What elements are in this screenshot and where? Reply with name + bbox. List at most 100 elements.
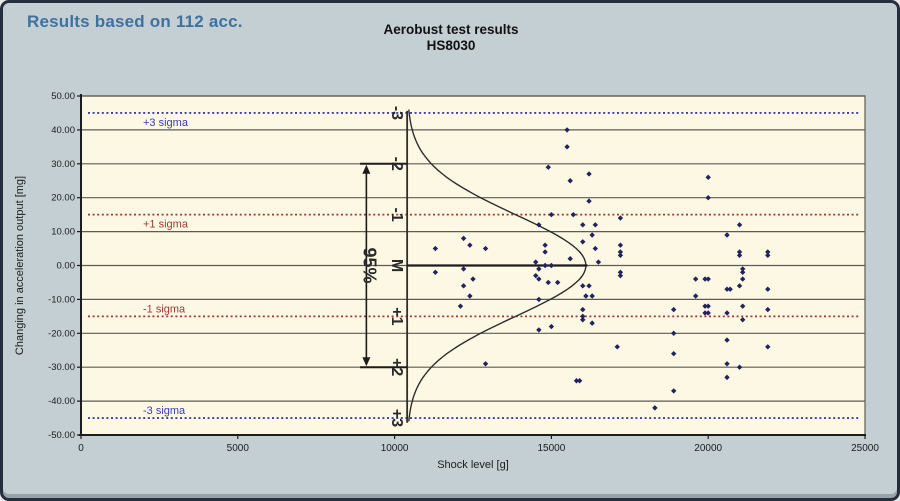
data-point <box>467 293 473 299</box>
y-tick-label: 20.00 <box>51 193 75 204</box>
x-tick-label: 5000 <box>227 443 250 454</box>
data-point <box>724 286 730 292</box>
chart-title-block: Aerobust test results HS8030 <box>291 22 611 54</box>
y-tick-label: -10.00 <box>48 294 75 305</box>
data-point <box>460 283 467 289</box>
data-point <box>705 195 711 201</box>
data-point <box>536 296 542 303</box>
data-point <box>765 286 771 292</box>
data-point <box>457 303 464 309</box>
data-point <box>702 310 708 316</box>
data-point <box>617 269 624 275</box>
data-point <box>545 279 551 286</box>
data-point <box>617 249 624 255</box>
data-point <box>460 266 467 272</box>
data-point <box>573 378 580 384</box>
data-point <box>460 235 467 242</box>
data-point <box>739 266 746 272</box>
data-point <box>570 211 577 218</box>
data-point <box>586 283 592 289</box>
data-point <box>533 272 539 279</box>
data-point <box>724 310 730 316</box>
data-point <box>564 127 570 133</box>
data-point <box>586 198 592 204</box>
data-point <box>589 320 595 326</box>
data-point <box>567 256 573 262</box>
data-point <box>736 364 743 370</box>
y-tick-label: 40.00 <box>51 125 75 136</box>
data-point <box>564 144 570 150</box>
data-point <box>736 283 743 289</box>
y-tick-label: -50.00 <box>48 430 75 441</box>
data-point <box>470 276 476 282</box>
data-point <box>554 279 561 286</box>
data-point <box>724 337 730 343</box>
data-point <box>724 374 730 381</box>
sigma-axis-label: -2 <box>388 157 405 171</box>
data-point <box>739 303 746 309</box>
data-point <box>536 222 542 228</box>
data-point <box>589 293 595 299</box>
arrowhead-down-icon <box>362 357 371 367</box>
data-point <box>739 317 746 323</box>
data-point <box>692 276 699 282</box>
data-point <box>533 259 539 265</box>
sigma-axis-label: +1 <box>388 307 405 325</box>
data-point <box>671 306 677 313</box>
sigma-axis-label: +3 <box>388 409 405 427</box>
data-point <box>765 306 771 313</box>
data-point <box>692 293 699 299</box>
data-point <box>724 232 730 238</box>
y-tick-label: -30.00 <box>48 362 75 373</box>
data-point <box>765 252 771 259</box>
data-point <box>583 293 589 299</box>
data-point <box>548 211 555 218</box>
interval-label: 95% <box>359 247 379 283</box>
data-point <box>536 327 542 333</box>
y-tick-label: 30.00 <box>51 159 75 170</box>
x-tick-label: 0 <box>78 443 84 454</box>
x-axis-title: Shock level [g] <box>437 459 509 471</box>
data-point <box>614 344 620 350</box>
x-tick-label: 15000 <box>537 443 565 454</box>
data-point <box>592 222 599 228</box>
data-point <box>739 276 746 282</box>
data-point <box>545 164 551 170</box>
data-point <box>580 239 586 245</box>
y-tick-label: -20.00 <box>48 328 75 339</box>
data-point <box>542 249 548 255</box>
x-tick-label: 20000 <box>694 443 722 454</box>
data-point <box>765 249 771 255</box>
sigma-line-label: -1 sigma <box>143 303 186 315</box>
sigma-axis-label: +2 <box>388 358 405 376</box>
data-point <box>536 266 542 272</box>
data-point <box>432 269 439 275</box>
data-point <box>736 249 743 255</box>
data-point <box>482 245 489 252</box>
data-point <box>765 344 771 350</box>
data-point <box>542 262 548 269</box>
data-point <box>617 272 624 279</box>
y-tick-label: -40.00 <box>48 396 75 407</box>
data-point <box>736 222 743 228</box>
data-point <box>548 323 555 330</box>
y-tick-label: 50.00 <box>51 91 75 102</box>
y-tick-label: 0.00 <box>57 261 76 272</box>
data-point <box>705 303 711 309</box>
data-point <box>576 378 583 384</box>
data-point <box>724 361 730 367</box>
data-point <box>586 171 592 177</box>
chart-area: +3 sigma +1 sigma -1 sigma -3 sigma 95% -3 -2 -… <box>14 91 879 471</box>
data-point <box>671 330 677 336</box>
data-point <box>482 361 489 367</box>
data-point <box>705 310 711 316</box>
data-point <box>548 262 555 269</box>
data-point <box>671 350 677 357</box>
sigma-line-label: +3 sigma <box>143 117 189 129</box>
chart-title: Aerobust test results <box>383 22 519 37</box>
data-point <box>617 252 624 259</box>
data-point <box>727 286 733 292</box>
results-note: Results based on 112 acc. <box>27 12 243 31</box>
sigma-line-label: +1 sigma <box>143 219 189 231</box>
